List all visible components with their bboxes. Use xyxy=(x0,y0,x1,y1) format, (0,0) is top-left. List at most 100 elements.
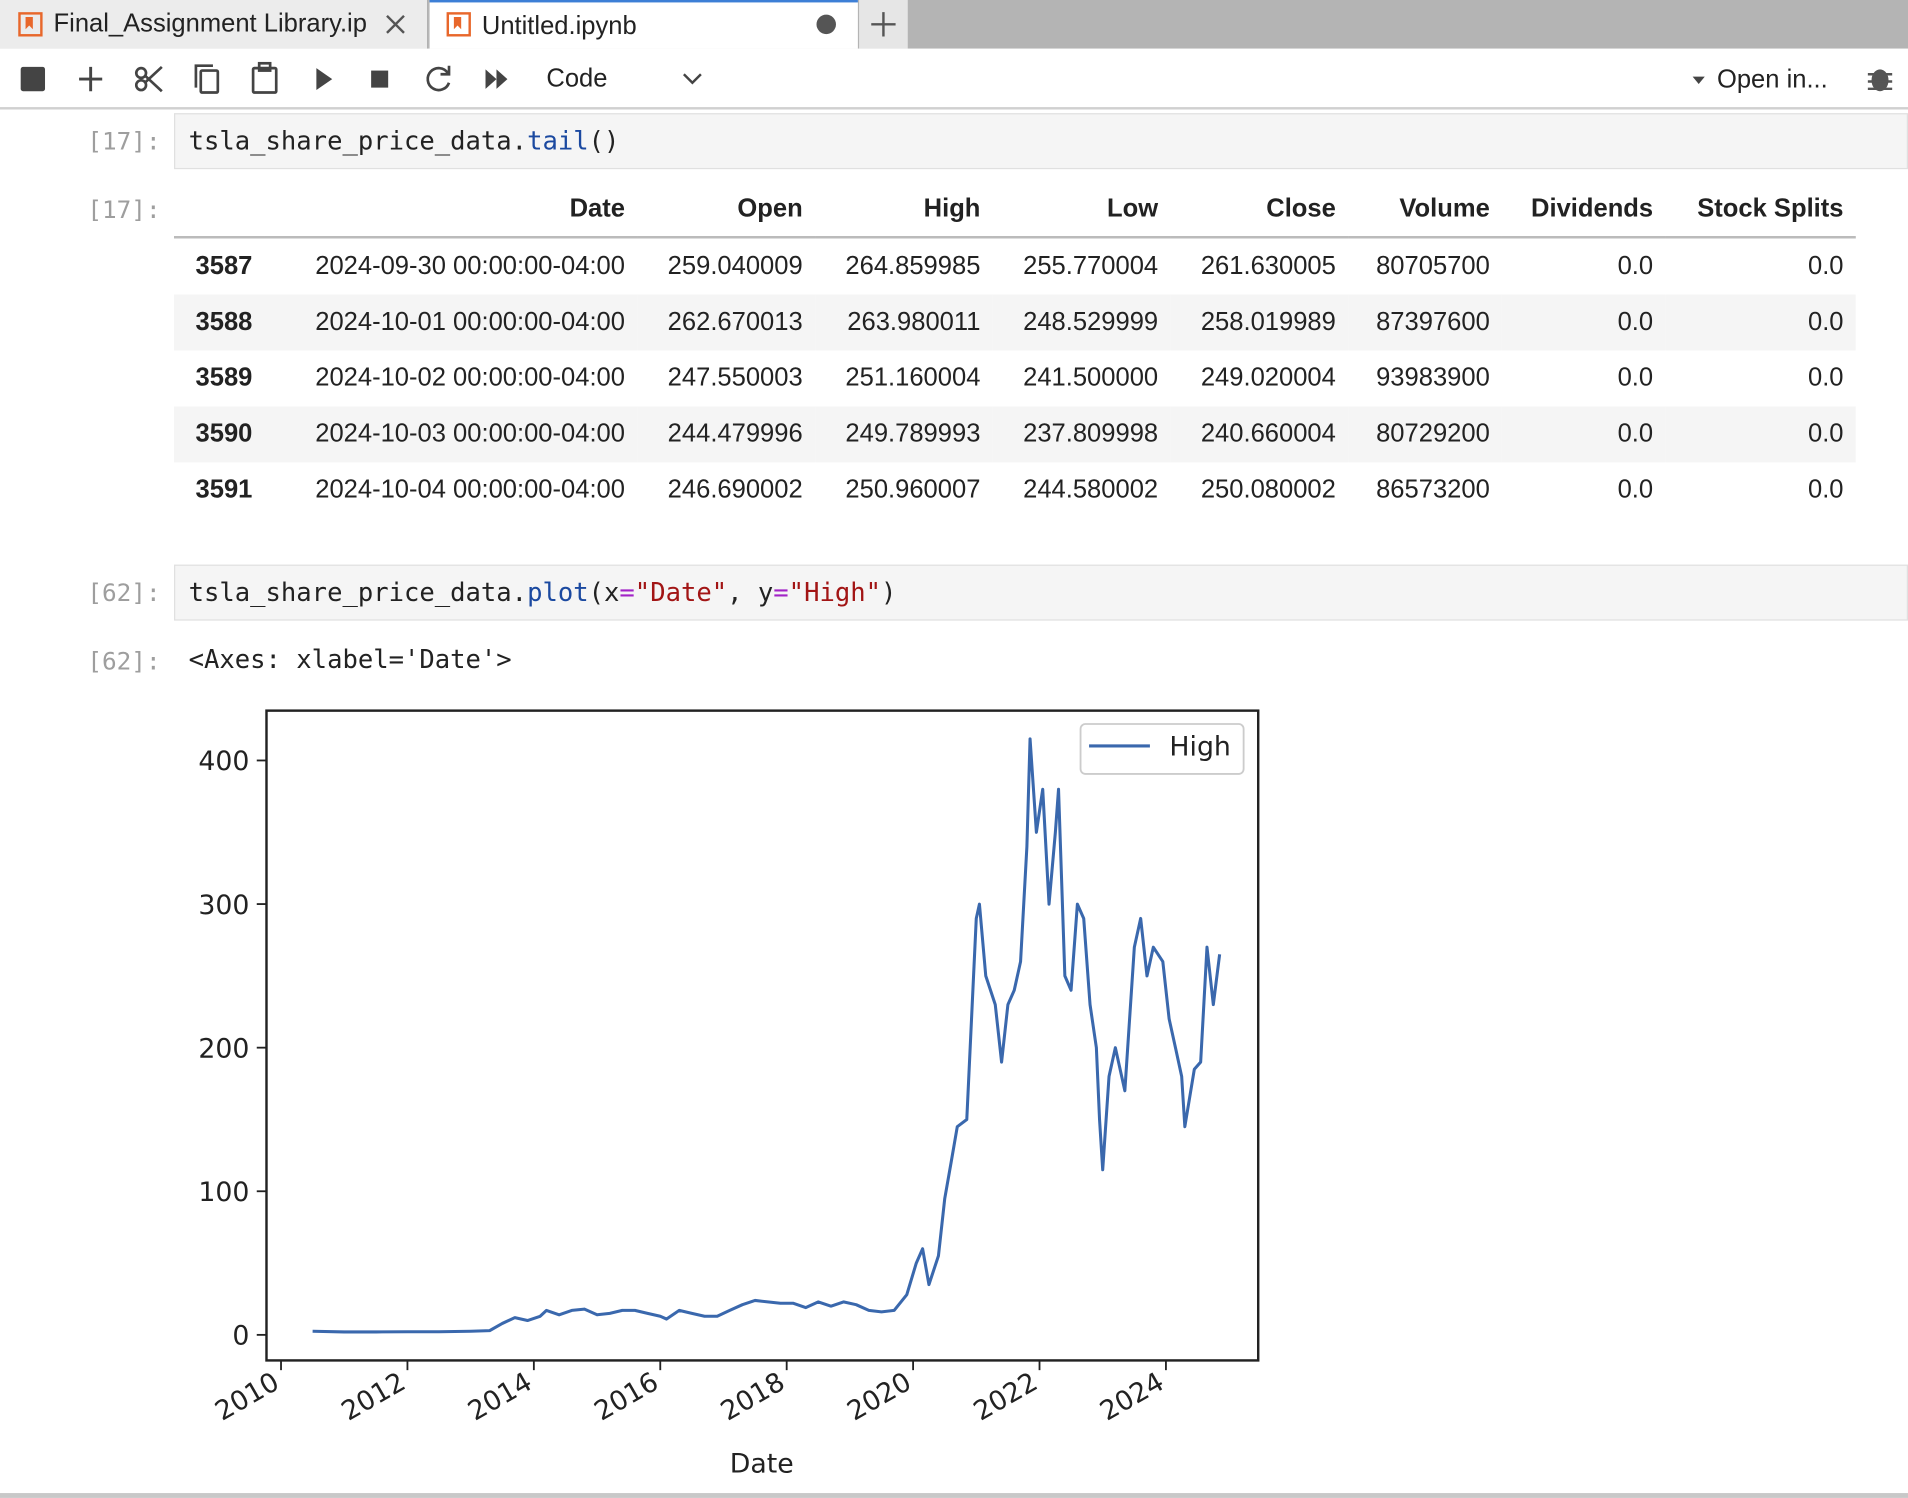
open-in-label: Open in... xyxy=(1716,65,1828,94)
line-series xyxy=(312,737,1222,1334)
code-cell[interactable]: tsla_share_price_data.plot(x="Date", y="… xyxy=(174,564,1908,621)
row-index: 3587 xyxy=(195,251,253,280)
run-button[interactable] xyxy=(316,68,333,91)
table-cell: 0.0 xyxy=(1807,419,1844,448)
table-cell: 249.789993 xyxy=(845,419,981,448)
tab-label: Untitled.ipynb xyxy=(481,12,637,41)
x-axis-label: Date xyxy=(730,1448,794,1479)
table-cell: 93983900 xyxy=(1376,363,1490,392)
table-cell: 86573200 xyxy=(1376,475,1490,504)
column-header: Open xyxy=(637,182,815,239)
table-cell: 246.690002 xyxy=(667,475,803,504)
cut-button[interactable] xyxy=(134,65,163,93)
table-cell: 241.500000 xyxy=(1023,363,1159,392)
row-index: 3588 xyxy=(195,307,253,336)
code-token: tsla_share_price_data. xyxy=(188,126,528,156)
copy-button[interactable] xyxy=(194,64,220,94)
table-body: 3587 2024-09-30 00:00:00-04:00 259.040009 2… xyxy=(174,237,1856,518)
table-cell: 264.859985 xyxy=(845,251,981,280)
table-cell: 261.630005 xyxy=(1200,251,1336,280)
table-cell: 250.080002 xyxy=(1200,475,1336,504)
cell-type-select[interactable]: Code xyxy=(546,64,607,93)
table-cell: 255.770004 xyxy=(1023,251,1159,280)
plot-area xyxy=(265,709,1260,1362)
x-tick-label: 2012 xyxy=(336,1366,410,1427)
y-tick-label: 200 xyxy=(198,1033,249,1064)
table-cell: 251.160004 xyxy=(845,363,981,392)
y-tick-label: 0 xyxy=(232,1321,249,1352)
table-cell: 2024-10-02 00:00:00-04:00 xyxy=(315,363,625,392)
table-cell: 87397600 xyxy=(1376,307,1490,336)
x-tick-label: 2024 xyxy=(1095,1366,1169,1427)
dropdown-arrow xyxy=(683,73,702,85)
input-prompt: [17]: xyxy=(87,126,161,156)
code-token: (x xyxy=(588,577,620,608)
table-header: Date Open High Low Close Volume Dividends Stock… xyxy=(174,182,1856,239)
tab-label: Final_Assignment Library.ip xyxy=(53,9,367,38)
paste-button[interactable] xyxy=(251,61,278,94)
table-cell: 244.479996 xyxy=(667,419,803,448)
tab[interactable]: Final_Assignment Library.ip xyxy=(0,0,429,49)
tab-icon xyxy=(18,12,43,37)
index-header xyxy=(174,182,265,239)
table-cell: 0.0 xyxy=(1807,475,1844,504)
code-token: ) xyxy=(880,577,897,608)
table-cell: 0.0 xyxy=(1617,307,1654,336)
row-index: 3590 xyxy=(195,419,253,448)
column-header: Low xyxy=(992,182,1171,239)
save-button[interactable] xyxy=(20,66,46,92)
code-cell[interactable]: tsla_share_price_data.tail() xyxy=(174,113,1908,170)
toolbar-icons xyxy=(20,61,508,94)
code-token: () xyxy=(588,126,620,156)
legend-label: High xyxy=(1169,732,1231,763)
code-token: tail xyxy=(527,126,589,156)
table-row: 3587 2024-09-30 00:00:00-04:00 259.040009 2… xyxy=(174,237,1856,294)
x-tick-label: 2020 xyxy=(842,1366,916,1427)
output-prompt: [62]: xyxy=(87,646,161,676)
code-token: = xyxy=(619,577,635,608)
bottom-border xyxy=(0,1493,1908,1498)
column-header: Dividends xyxy=(1501,182,1666,239)
y-tick-label: 400 xyxy=(198,746,249,777)
code-token: "Date" xyxy=(634,577,728,608)
row-index: 3589 xyxy=(195,363,253,392)
table-cell: 2024-09-30 00:00:00-04:00 xyxy=(315,251,625,280)
table-cell: 0.0 xyxy=(1617,363,1654,392)
table-cell: 244.580002 xyxy=(1023,475,1159,504)
table-cell: 0.0 xyxy=(1617,475,1654,504)
restart-button[interactable] xyxy=(426,65,451,92)
table-cell: 80705700 xyxy=(1376,251,1490,280)
column-header: Stock Splits xyxy=(1665,182,1856,239)
y-tick-label: 300 xyxy=(198,890,249,921)
table-cell: 0.0 xyxy=(1617,251,1654,280)
add-cell-button[interactable] xyxy=(79,66,103,92)
code-token: tsla_share_price_data. xyxy=(188,577,528,608)
table-cell: 0.0 xyxy=(1807,251,1844,280)
unsaved-indicator xyxy=(816,14,836,35)
legend-box xyxy=(1079,723,1245,775)
table-row: 3588 2024-10-01 00:00:00-04:00 262.670013 2… xyxy=(174,294,1856,351)
table-cell: 0.0 xyxy=(1617,419,1654,448)
table-cell: 0.0 xyxy=(1807,307,1844,336)
open-in-arrow xyxy=(1692,76,1705,84)
table-cell: 2024-10-01 00:00:00-04:00 xyxy=(315,307,625,336)
x-tick-label: 2022 xyxy=(969,1366,1043,1427)
table-cell: 258.019989 xyxy=(1200,307,1336,336)
x-tick-label: 2010 xyxy=(210,1366,284,1427)
table-cell: 240.660004 xyxy=(1200,419,1336,448)
x-tick-label: 2014 xyxy=(463,1366,537,1427)
close-tab-button[interactable] xyxy=(382,11,409,38)
debugger-button[interactable] xyxy=(1865,64,1894,93)
table-cell: 2024-10-04 00:00:00-04:00 xyxy=(315,475,625,504)
output-text: <Axes: xlabel='Date'> xyxy=(188,644,512,675)
stop-button[interactable] xyxy=(371,70,389,88)
table-cell: 80729200 xyxy=(1376,419,1490,448)
new-tab-button[interactable] xyxy=(859,0,908,49)
open-in-button[interactable]: Open in... xyxy=(1717,66,1828,95)
tab-active[interactable]: Untitled.ipynb xyxy=(429,0,858,49)
dataframe-table: Date Open High Low Close Volume Dividends Stock… xyxy=(174,182,1856,519)
input-prompt: [62]: xyxy=(87,577,161,608)
table-cell: 263.980011 xyxy=(847,307,981,336)
